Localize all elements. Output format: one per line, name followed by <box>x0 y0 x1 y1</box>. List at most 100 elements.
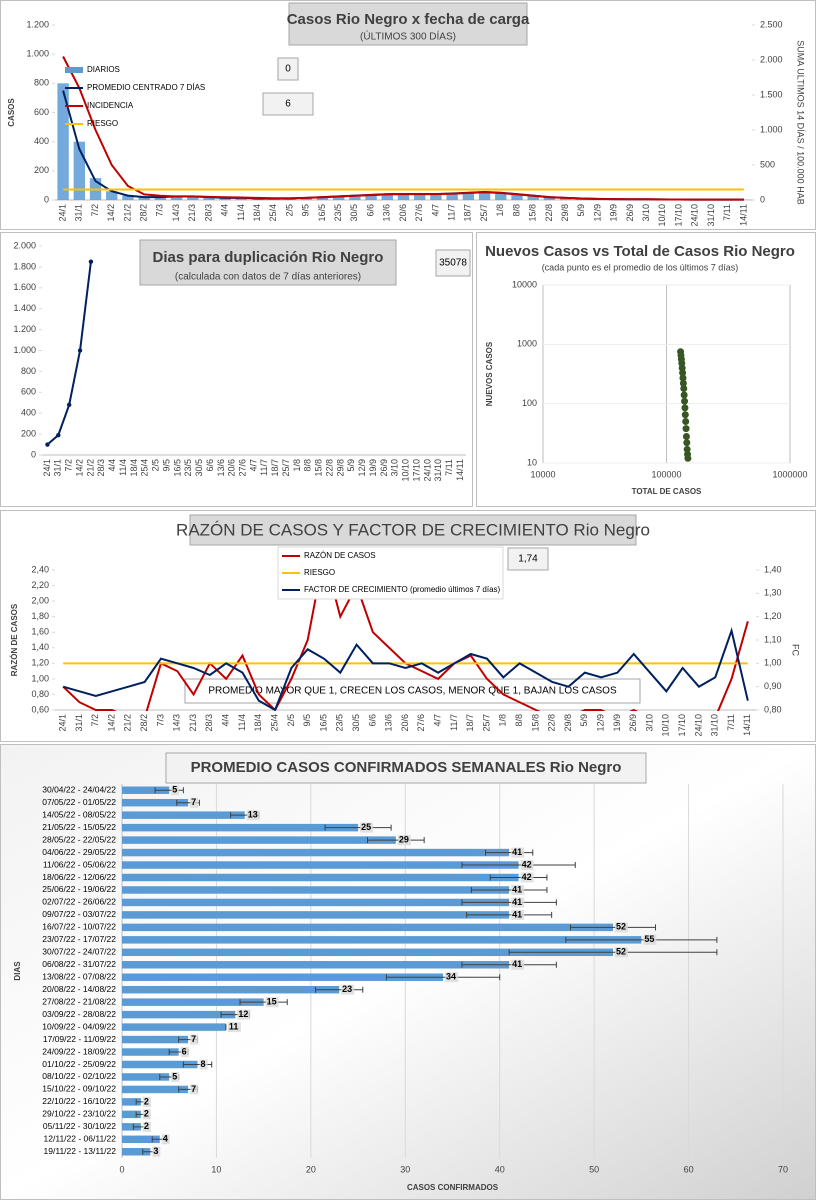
legend-swatch <box>65 67 83 73</box>
x-tick-label: 29/8 <box>335 459 345 477</box>
value-label: 34 <box>446 972 456 982</box>
error-bar <box>367 837 425 844</box>
x-tick-label: 23/5 <box>335 714 345 732</box>
value-label: 52 <box>616 922 626 932</box>
title-box <box>288 2 528 46</box>
value-label: 2 <box>144 1109 149 1119</box>
x-tick-label: 24/1 <box>42 459 52 477</box>
x-tick-label: 29/8 <box>563 714 573 732</box>
y-tick-label: 12/11/22 - 06/11/22 <box>44 1134 117 1144</box>
bar <box>122 836 396 844</box>
x-tick-label: 6/6 <box>365 204 375 217</box>
x-tick-label: 11/4 <box>237 714 247 731</box>
y2-tick-label: 1.500 <box>760 89 783 99</box>
y-tick-label: 1.000 <box>26 49 49 59</box>
bar <box>57 83 69 200</box>
y-tick-label: 10 <box>527 457 537 467</box>
value-label-bg <box>190 1034 199 1045</box>
value-label: 11 <box>229 1021 239 1031</box>
y-tick-label: 07/05/22 - 01/05/22 <box>42 797 116 807</box>
y-tick-label: 30/07/22 - 24/07/22 <box>42 947 116 957</box>
x-axis-title: TOTAL DE CASOS <box>632 487 702 496</box>
x-tick-label: 23/5 <box>183 459 193 477</box>
chart-title: RAZÓN DE CASOS Y FACTOR DE CRECIMIENTO R… <box>176 520 650 539</box>
x-tick-label: 22/8 <box>544 204 554 222</box>
y2-tick-label: 0,90 <box>764 681 782 691</box>
x-tick-label: 9/5 <box>161 459 171 472</box>
error-bar <box>565 936 718 943</box>
bar <box>446 193 458 200</box>
panel <box>476 232 816 507</box>
point <box>681 411 689 419</box>
y-tick-label: 22/10/22 - 16/10/22 <box>42 1096 116 1106</box>
x-tick-label: 7/11 <box>726 714 736 731</box>
x-tick-label: 20/6 <box>227 459 237 477</box>
value-label: 41 <box>512 959 522 969</box>
x-tick-label: 6/6 <box>367 714 377 727</box>
y-tick-label: 17/09/22 - 11/09/22 <box>43 1034 116 1044</box>
y-tick-label: 14/05/22 - 08/05/22 <box>42 809 116 819</box>
bar <box>154 197 167 200</box>
y-tick-label: 16/07/22 - 10/07/22 <box>42 922 116 932</box>
value-label: 25 <box>361 822 371 832</box>
y-tick-label: 1,00 <box>31 673 49 683</box>
bar <box>170 197 183 200</box>
y-tick-label: 2,40 <box>31 564 49 574</box>
value-label: 3 <box>153 1146 158 1156</box>
error-bar <box>324 824 392 831</box>
marker <box>88 259 94 264</box>
x-tick-label: 28/3 <box>96 459 106 477</box>
x-tick-label: 4/7 <box>248 459 258 472</box>
bar <box>122 886 510 894</box>
x-tick-label: 6/6 <box>205 459 215 472</box>
y-tick-label: 800 <box>21 366 36 376</box>
y2-axis-title: FC <box>791 644 801 656</box>
chart-title: Dias para duplicación Rio Negro <box>153 249 384 266</box>
y-axis-title: CASOS <box>7 98 16 127</box>
y-tick-label: 05/11/22 - 30/10/22 <box>43 1121 116 1131</box>
x-tick-label: 16/5 <box>317 204 327 222</box>
bar <box>122 1123 141 1131</box>
value-label: 52 <box>616 947 626 957</box>
bar <box>203 197 215 200</box>
error-bar <box>315 986 364 993</box>
x-tick-label: 25/4 <box>268 204 278 222</box>
value-label-bg <box>171 785 180 796</box>
x-tick-label: 100000 <box>651 469 681 479</box>
y-tick-label: 1,40 <box>31 642 49 652</box>
error-bar <box>470 886 548 893</box>
x-tick-label: 7/3 <box>155 204 165 217</box>
bar <box>478 191 491 200</box>
value-label-bg <box>445 972 459 983</box>
bar <box>122 961 510 969</box>
marker <box>77 348 83 353</box>
y-tick-label: 2,00 <box>31 595 49 605</box>
value-label: 29 <box>399 834 409 844</box>
y-axis-title: DIAS <box>13 961 22 981</box>
x-tick-label: 4/4 <box>220 204 230 217</box>
bar <box>511 194 523 200</box>
y-tick-label: 13/08/22 - 07/08/22 <box>42 971 116 981</box>
bar <box>122 823 359 832</box>
x-tick-label: 21/2 <box>123 714 133 732</box>
y-tick-label: 100 <box>522 398 537 408</box>
y-tick-label: 19/11/22 - 13/11/22 <box>44 1146 117 1156</box>
error-bar <box>570 924 657 931</box>
bar <box>122 948 614 957</box>
value-label-bg <box>227 1022 241 1033</box>
bar <box>138 197 150 200</box>
x-tick-label: 2/5 <box>286 714 296 727</box>
chart-title: PROMEDIO CASOS CONFIRMADOS SEMANALES Rio… <box>191 759 622 776</box>
line <box>62 627 749 711</box>
bar <box>543 197 556 200</box>
value-label-bg <box>511 959 525 970</box>
error-bar <box>461 862 576 869</box>
value-label-bg <box>190 1084 199 1095</box>
y-axis-title: RAZÓN DE CASOS <box>10 603 19 676</box>
point <box>684 454 692 462</box>
x-tick-label: 25/7 <box>479 204 489 222</box>
x-tick-label: 12/9 <box>357 459 367 477</box>
bar <box>122 1010 236 1019</box>
y2-tick-label: 2.000 <box>760 54 783 64</box>
